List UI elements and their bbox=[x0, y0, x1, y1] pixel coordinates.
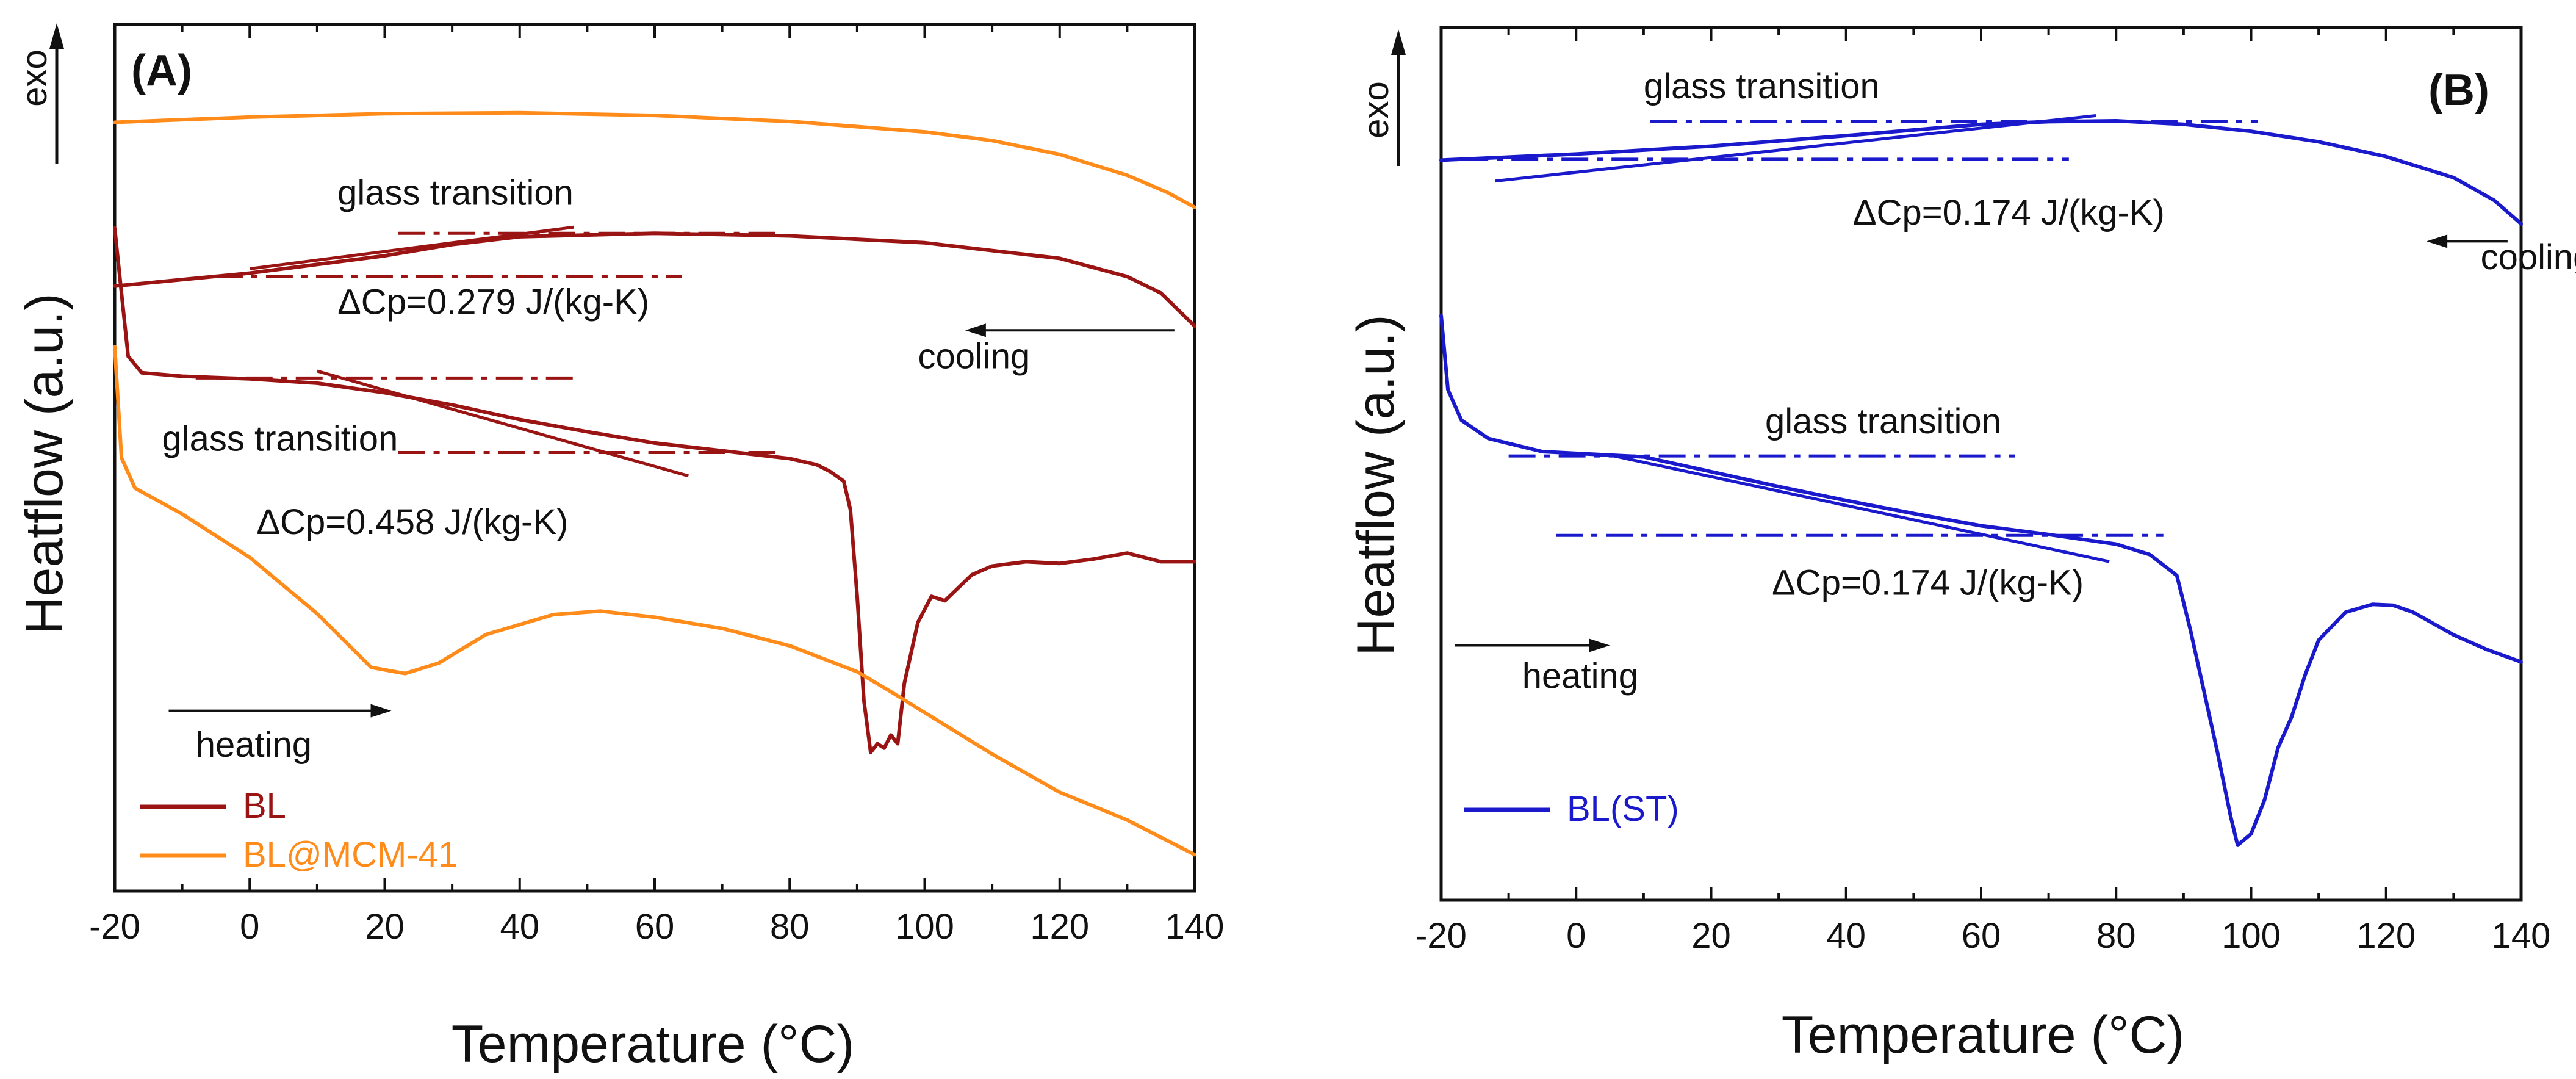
panel-a-annotations-layer: glass transition ΔCp=0.279 J/(kg-K) coolin… bbox=[162, 173, 1175, 765]
panel-b-x-tick-label: 60 bbox=[1962, 916, 2001, 956]
panel-b-x-tick-label: 120 bbox=[2356, 916, 2416, 956]
panel-b-x-tick-label: 140 bbox=[2492, 916, 2551, 956]
panel-b-ticks-layer: -20 0 20 40 60 80 100 120 140 bbox=[1416, 27, 2550, 956]
panel-b-legend: BL(ST) bbox=[1464, 789, 1679, 829]
panel-b-cooling-arrowhead bbox=[2427, 234, 2448, 248]
panel-b-tangent-line bbox=[1610, 453, 2110, 563]
panel-a-annotation-cooling: cooling bbox=[918, 337, 1030, 377]
panel-b-tangent-line bbox=[1495, 114, 2096, 183]
panel-b-annotations-layer: glass transition ΔCp=0.174 J/(kg-K) coolin… bbox=[1455, 67, 2576, 696]
panel-a-annotation-heating: heating bbox=[196, 725, 312, 765]
panel-a-label: (A) bbox=[131, 46, 192, 95]
panel-a-ticks-layer: -20 0 20 40 60 80 100 120 140 bbox=[89, 24, 1224, 947]
panel-b-fit-lines-layer bbox=[1461, 114, 2258, 563]
panel-a-x-tick-label: 20 bbox=[365, 907, 405, 947]
panel-b-annotation-glass-transition: glass transition bbox=[1644, 67, 1880, 106]
panel-a-annotation-glass-transition: glass transition bbox=[162, 419, 398, 459]
panel-b-legend-label: BL(ST) bbox=[1567, 789, 1679, 829]
panel-a-fit-lines-layer bbox=[195, 225, 777, 478]
panel-a: -20 0 20 40 60 80 100 120 140 glass transition ΔC… bbox=[15, 23, 1224, 1074]
panel-b-x-tick-label: 40 bbox=[1826, 916, 1866, 956]
panel-a-series-bl-mcm-41-cooling bbox=[113, 110, 1196, 209]
panel-b-y-axis-title: Heatflow (a.u.) bbox=[1347, 314, 1405, 655]
panel-a-series-bl-cooling bbox=[113, 231, 1196, 328]
panel-a-x-tick-label: 120 bbox=[1030, 907, 1089, 947]
panel-b-annotation-glass-transition: glass transition bbox=[1765, 402, 2001, 441]
panel-a-exo-arrowhead bbox=[49, 23, 64, 49]
panel-b-x-axis-title: Temperature (°C) bbox=[1782, 1006, 2184, 1064]
panel-a-y-axis-title: Heatflow (a.u.) bbox=[15, 293, 74, 634]
panel-a-x-tick-label: -20 bbox=[89, 907, 140, 947]
panel-a-annotation-cp-j-kg-k: ΔCp=0.279 J/(kg-K) bbox=[337, 282, 649, 322]
panel-b-heating-arrowhead bbox=[1589, 638, 1610, 652]
panel-b-series-bl-st-cooling bbox=[1439, 119, 2523, 226]
panel-a-x-tick-label: 140 bbox=[1165, 907, 1225, 947]
panel-a-series-bl-mcm-41-heating bbox=[113, 345, 1196, 857]
panel-a-x-axis-title: Temperature (°C) bbox=[452, 1015, 854, 1074]
panel-b-x-tick-label: -20 bbox=[1416, 916, 1467, 956]
panel-a-legend-label: BL@MCM-41 bbox=[243, 835, 458, 875]
panel-b-annotation-heating: heating bbox=[1522, 657, 1638, 696]
panel-a-legend: BL BL@MCM-41 bbox=[140, 786, 458, 875]
panel-a-x-tick-label: 80 bbox=[770, 907, 810, 947]
panel-a-x-tick-label: 0 bbox=[240, 907, 259, 947]
panel-b-label: (B) bbox=[2428, 66, 2489, 115]
panel-a-series-bl-heating bbox=[113, 226, 1196, 754]
panel-a-x-tick-label: 40 bbox=[500, 907, 539, 947]
panel-a-exo-label: exo bbox=[15, 49, 54, 107]
panel-a-annotation-cp-j-kg-k: ΔCp=0.458 J/(kg-K) bbox=[256, 502, 568, 542]
panel-a-annotation-glass-transition: glass transition bbox=[337, 173, 574, 212]
panel-b-x-tick-label: 0 bbox=[1566, 916, 1586, 956]
panel-b: -20 0 20 40 60 80 100 120 140 glass transition ΔC… bbox=[1347, 26, 2576, 1064]
panel-a-heating-arrowhead bbox=[370, 704, 392, 718]
panel-a-tangent-line bbox=[317, 369, 689, 478]
panel-b-x-tick-label: 80 bbox=[2096, 916, 2136, 956]
panel-b-annotation-cp-j-kg-k: ΔCp=0.174 J/(kg-K) bbox=[1772, 563, 2084, 603]
panel-a-x-tick-label: 60 bbox=[635, 907, 675, 947]
panel-b-annotation-cp-j-kg-k: ΔCp=0.174 J/(kg-K) bbox=[1853, 193, 2165, 233]
panel-b-annotation-cooling: cooling bbox=[2481, 237, 2576, 277]
panel-b-x-tick-label: 20 bbox=[1691, 916, 1731, 956]
panel-b-exo-label: exo bbox=[1356, 81, 1396, 139]
panel-b-x-tick-label: 100 bbox=[2222, 916, 2281, 956]
panel-a-cooling-arrowhead bbox=[965, 323, 986, 337]
panel-a-x-tick-label: 100 bbox=[895, 907, 954, 947]
panel-a-legend-label: BL bbox=[243, 786, 286, 826]
panel-b-exo-arrowhead bbox=[1391, 29, 1406, 55]
